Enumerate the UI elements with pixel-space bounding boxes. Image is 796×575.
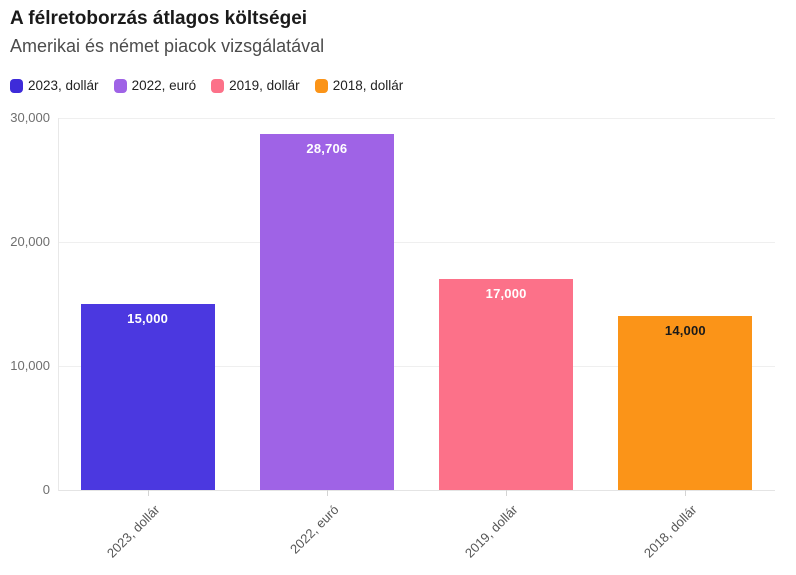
legend-label: 2022, euró [131,78,197,93]
legend-label: 2019, dollár [229,78,300,93]
y-axis-tick-label: 10,000 [10,358,50,373]
chart-subtitle: Amerikai és német piacok vizsgálatával [10,36,325,56]
legend-swatch-icon [113,78,127,93]
bar-2022-euró: 28,706 [259,134,394,490]
y-axis-tick-label: 30,000 [10,110,50,125]
legend-item: 2018, dollár [314,78,404,93]
x-axis-tick [506,490,508,496]
x-axis-tick-label: 2022, euró [286,502,342,557]
y-axis-tick-label: 20,000 [10,234,50,249]
legend-swatch-icon [211,78,225,93]
chart-title: A félretoborzás átlagos költségei [10,8,308,29]
bar-2019-dollár: 17,000 [439,279,574,490]
bar-value-label: 28,706 [306,141,348,157]
bar-value-label: 14,000 [664,323,706,339]
legend-item: 2019, dollár [211,78,300,93]
bar-2023-dollár: 15,000 [80,304,215,490]
legend-item: 2022, euró [113,78,197,93]
bar-value-label: 17,000 [485,286,527,302]
x-axis-tick [685,490,687,496]
bar-value-label: 15,000 [127,311,169,326]
x-axis-tick [326,490,328,496]
y-axis-line [58,118,59,491]
legend: 2023, dollár 2022, euró 2019, dollár 2018, … [10,78,786,93]
bar-2018-dollár: 14,000 [618,316,753,490]
legend-swatch-icon [10,78,23,93]
legend-label: 2023, dollár [28,78,99,93]
x-axis-tick [147,490,149,496]
legend-swatch-icon [314,78,328,93]
grid-line [58,366,775,367]
grid-line [58,242,775,243]
legend-label: 2018, dollár [332,78,404,93]
baseline-grid-line [58,490,775,491]
x-axis-tick-label: 2023, dollár [103,502,163,561]
x-axis-tick-label: 2019, dollár [462,502,521,561]
x-axis-tick-label: 2018, dollár [641,502,700,561]
y-axis-tick-label: 0 [42,482,50,497]
grid-line [58,118,775,119]
legend-item: 2023, dollár [10,78,99,93]
